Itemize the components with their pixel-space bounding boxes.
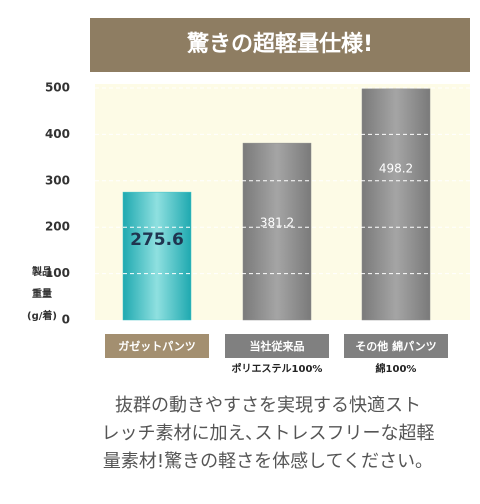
y-tick-label: 0 bbox=[62, 313, 70, 327]
footer-text: 量素材!驚きの軽さを体感してください。 bbox=[103, 451, 433, 472]
category-box bbox=[344, 334, 448, 358]
y-axis-label: 製品 bbox=[31, 265, 52, 278]
footer-text: 抜群の動きやすさを実現する快適スト bbox=[115, 395, 421, 416]
value-label: 381.2 bbox=[260, 216, 294, 230]
value-label: 498.2 bbox=[379, 161, 413, 175]
y-tick-label: 100 bbox=[45, 266, 70, 280]
bar bbox=[361, 88, 431, 321]
bar bbox=[122, 191, 192, 321]
x-tick-label: その他 綿パンツ bbox=[355, 339, 436, 353]
x-tick-label: 当社従来品 bbox=[250, 339, 305, 353]
title-banner bbox=[90, 18, 470, 72]
category-note: ポリエステル100% bbox=[232, 362, 323, 375]
x-tick-label: ガゼットパンツ bbox=[118, 339, 196, 353]
y-axis-label: 重量 bbox=[32, 287, 52, 300]
y-tick-label: 200 bbox=[45, 220, 70, 234]
value-label: 275.6 bbox=[130, 230, 184, 250]
category-note: 綿100% bbox=[376, 362, 417, 375]
y-axis-label: (g/着) bbox=[27, 309, 57, 322]
y-tick-label: 400 bbox=[45, 127, 70, 141]
y-tick-label: 500 bbox=[45, 81, 70, 95]
bar bbox=[242, 142, 312, 321]
category-box bbox=[105, 334, 209, 358]
y-tick-label: 300 bbox=[45, 173, 70, 187]
chart-title: 驚きの超軽量仕様! bbox=[187, 31, 373, 57]
footer-text: レッチ素材に加え､ストレスフリーな超軽 bbox=[102, 423, 435, 444]
category-box bbox=[225, 334, 329, 358]
